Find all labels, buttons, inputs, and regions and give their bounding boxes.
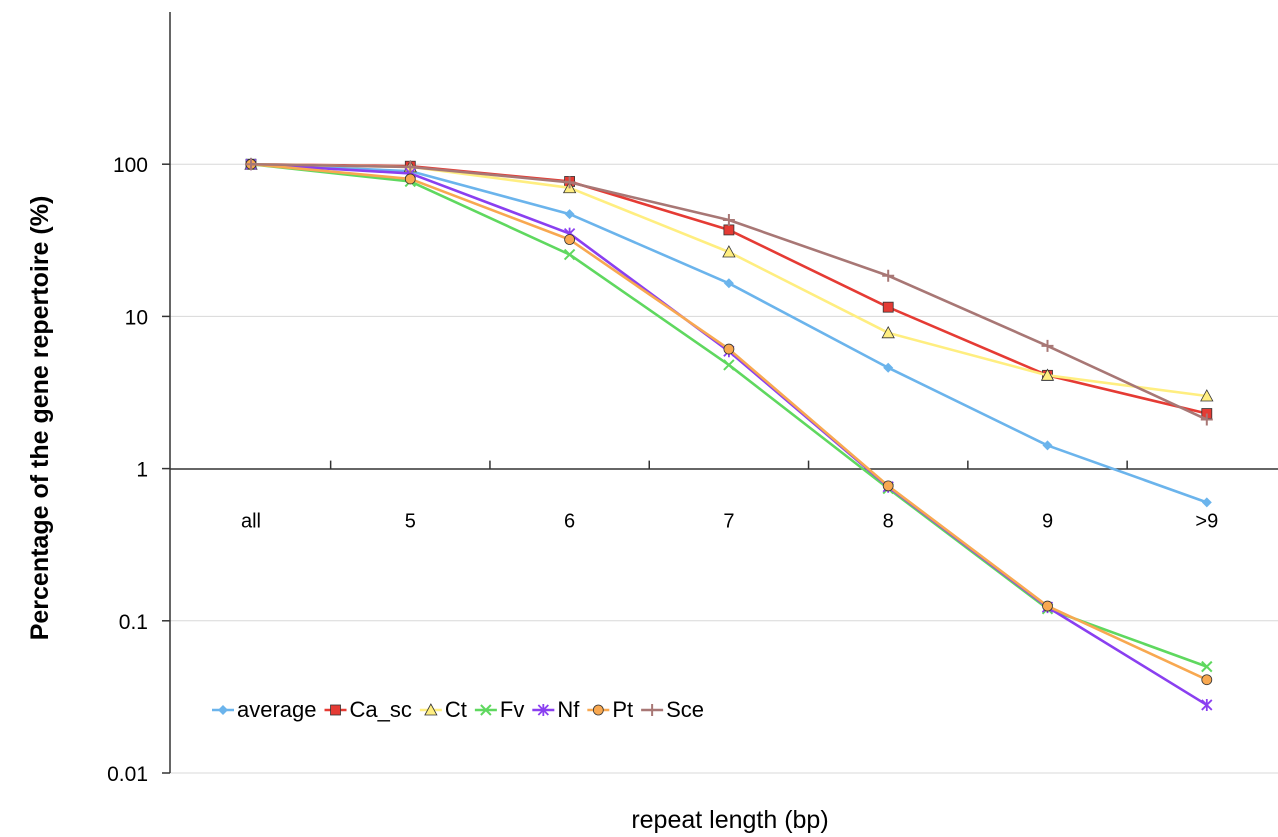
gridlines [170,163,1278,774]
data-point [723,359,735,371]
legend-label: Ca_sc [350,697,412,722]
data-point [564,234,575,245]
legend-item: Sce [641,697,704,722]
data-point [563,176,576,189]
data-point [245,158,257,171]
legend-item: Ct [419,697,467,722]
data-point [1041,339,1054,352]
legend-item: Pt [587,697,633,722]
data-point [564,209,575,220]
data-point [646,704,659,716]
series-line [250,162,1208,421]
y-tick-label: 10 [125,306,148,329]
data-point [1042,600,1053,612]
data-point [723,278,734,289]
data-point [563,248,576,261]
series-ca-sc [245,158,1213,419]
legend-label: Pt [612,697,633,722]
data-point [1201,698,1213,711]
series-pt [245,158,1213,686]
y-tick-label: 0.1 [119,611,148,634]
data-point [330,704,341,716]
x-tick-label: 6 [564,511,575,533]
x-tick-label: 5 [405,511,416,533]
data-point [218,705,228,715]
x-tick-label: all [241,511,261,533]
series-average [246,159,1212,508]
data-point [404,173,416,185]
data-point [722,213,735,226]
data-point [882,480,894,492]
series-nf [245,158,1213,711]
legend: average Ca_sc Ct Fv Nf Pt Sce [212,697,704,722]
x-tick-labels: all 5 6 7 8 9 >9 [241,460,1218,533]
data-point [883,362,894,373]
y-tick-label: 100 [113,154,148,177]
x-tick-label: 8 [883,511,894,533]
x-axis-title: repeat length (bp) [631,806,828,834]
y-tick-label: 0.01 [107,763,148,786]
data-point [1200,389,1214,402]
data-point [480,704,492,716]
x-tick-label: 7 [723,511,734,533]
legend-label: average [237,697,317,722]
x-tick-label: >9 [1195,511,1218,533]
y-tick-label: 1 [136,459,148,482]
data-point [592,704,604,716]
legend-label: Sce [666,697,704,722]
series-layer [244,157,1214,711]
legend-item: average [212,697,317,722]
data-point [882,269,895,282]
data-point [723,343,735,355]
legend-label: Fv [500,697,524,722]
series-fv [245,158,1213,673]
data-point [1201,674,1213,686]
y-tick-labels: 0.01 0.1 1 10 100 [107,154,170,786]
data-point [1200,413,1213,426]
data-point [1201,497,1212,508]
series-line [250,162,1208,668]
legend-item: Fv [474,697,524,722]
series-sce [245,158,1213,426]
data-point [1201,660,1213,673]
legend-item: Nf [532,697,580,722]
data-point [537,704,549,716]
legend-label: Ct [445,697,467,722]
legend-label: Nf [557,697,580,722]
data-point [882,301,894,313]
x-tick-label: 9 [1042,511,1053,533]
data-point [881,325,895,339]
data-point [424,703,438,716]
series-line [250,162,1208,681]
data-point [723,224,735,236]
data-point [1042,440,1053,451]
data-point [1040,368,1055,381]
legend-item: Ca_sc [324,697,412,722]
y-axis-title: Percentage of the gene repertoire (%) [26,196,54,641]
data-point [722,245,736,258]
data-point [404,160,417,173]
axes [169,12,1278,773]
